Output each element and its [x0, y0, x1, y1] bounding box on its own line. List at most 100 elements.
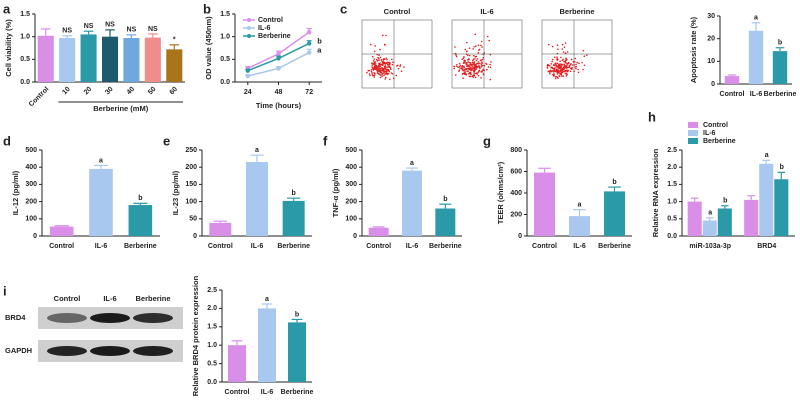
x-tick-label: IL-6 [750, 91, 763, 98]
flow-event [563, 67, 566, 69]
y-tick-label: 200 [510, 211, 522, 218]
legend-swatch [688, 122, 698, 128]
flow-event [387, 61, 390, 64]
x-tick-label: Berberine [598, 243, 631, 250]
flow-event [462, 57, 465, 59]
flow-event [384, 78, 386, 80]
flow-event [454, 52, 457, 55]
flow-event [384, 44, 386, 46]
flow-event [471, 63, 473, 65]
flow-event [373, 72, 375, 74]
flow-event [369, 43, 372, 46]
flow-event [474, 65, 477, 68]
flow-event [462, 61, 465, 64]
y-tick-label: 1.5 [20, 11, 30, 18]
error-bar [287, 197, 301, 201]
panel-label: c [340, 1, 347, 16]
flow-event [548, 43, 550, 46]
error-bar [406, 167, 418, 171]
y-tick-label: 0 [711, 81, 715, 88]
flow-event [464, 48, 467, 51]
flow-event [556, 73, 559, 75]
flow-event [489, 78, 492, 81]
flow-event [556, 71, 559, 74]
flow-event [557, 65, 559, 67]
flow-event [397, 64, 399, 67]
flow-event [463, 66, 465, 69]
flow-event [371, 55, 374, 58]
flow-event [385, 34, 387, 37]
flow-event [468, 54, 471, 57]
x-tick-label: 20 [83, 86, 94, 97]
y-axis-label: IL-12 (pg/ml) [11, 170, 20, 215]
flow-event [560, 72, 562, 75]
error-bar [439, 203, 452, 209]
annotation: a [317, 46, 322, 55]
flow-event [461, 58, 464, 60]
flow-event [560, 71, 563, 73]
point [245, 73, 250, 79]
annotation: b [443, 196, 447, 203]
error-bar [777, 171, 786, 180]
flow-event [466, 64, 469, 66]
flow-title: Control [384, 7, 411, 16]
flow-event [465, 50, 468, 53]
flow-event [556, 44, 559, 46]
flow-event [549, 72, 551, 75]
flow-event [477, 74, 480, 77]
blot-lane-label: Berberine [135, 294, 170, 303]
flow-event [453, 65, 456, 68]
x-tick-label: Berberine [429, 243, 462, 250]
flow-event [477, 62, 480, 65]
flow-event [386, 70, 388, 72]
flow-event [557, 77, 559, 79]
annotation: b [778, 40, 782, 47]
bar [435, 208, 456, 236]
point [307, 29, 312, 35]
flow-event [366, 71, 368, 74]
error-bar [83, 30, 94, 35]
flow-event [481, 61, 483, 63]
flow-event [564, 42, 567, 44]
flow-event [583, 64, 586, 67]
flow-event [473, 66, 475, 69]
legend-swatch [688, 138, 698, 144]
flow-event [463, 73, 466, 76]
bar [748, 30, 764, 84]
x-tick-label: Control [49, 243, 74, 250]
flow-event [371, 73, 374, 76]
bar [702, 220, 717, 236]
flow-event [566, 51, 569, 53]
y-tick-label: 0.0 [20, 79, 30, 86]
flow-event [458, 69, 461, 71]
flow-event [551, 58, 554, 61]
flow-event [564, 59, 567, 62]
flow-event [477, 44, 480, 46]
flow-event [399, 65, 401, 68]
y-axis-label: IL-23 (pg/ml) [171, 170, 180, 215]
annotation: NS [84, 23, 94, 30]
flow-event [482, 56, 485, 59]
flow-event [474, 58, 476, 60]
flow-event [481, 64, 484, 67]
flow-event [374, 45, 376, 47]
y-axis-label: Relative BRD4 protein expression [191, 275, 200, 396]
error-bar [608, 186, 621, 192]
error-bar [169, 44, 180, 50]
flow-event [464, 62, 467, 64]
x-tick-label: IL-6 [573, 243, 586, 250]
flow-event [381, 67, 384, 69]
y-tick-label: 0.0 [667, 233, 677, 240]
flow-event [480, 66, 483, 68]
flow-event [582, 49, 585, 52]
error-bar [261, 303, 273, 309]
flow-event [478, 48, 481, 51]
point [245, 68, 250, 73]
flow-event [473, 63, 476, 66]
bar [80, 34, 97, 82]
legend-marker [247, 26, 251, 30]
point [276, 56, 281, 61]
y-tick-label: 0.0 [220, 79, 230, 86]
x-tick-label: 50 [147, 86, 158, 97]
flow-event [465, 62, 468, 65]
